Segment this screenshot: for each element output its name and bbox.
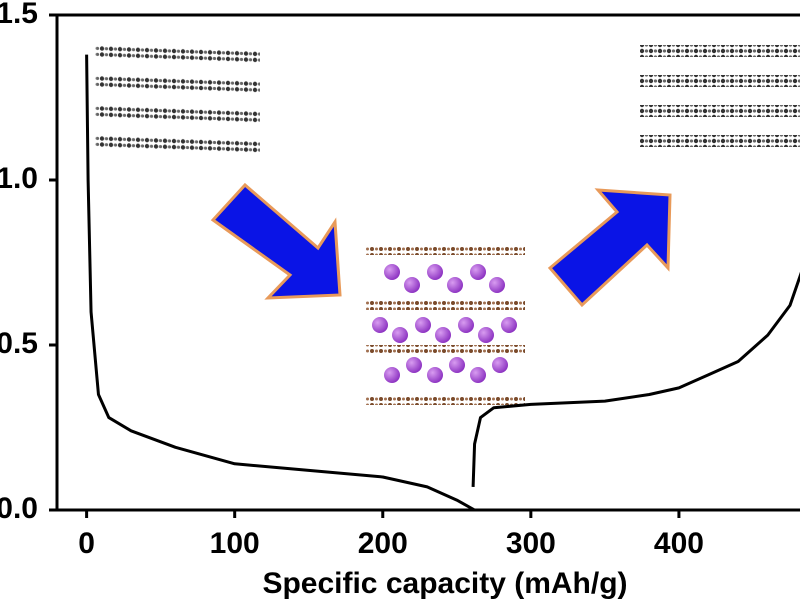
- arrow-in: [210, 182, 342, 300]
- y-tick-label: 1.5: [0, 0, 38, 30]
- line-series: [85, 54, 476, 512]
- x-tick-label: 400: [654, 527, 704, 560]
- x-axis-label: Specific capacity (mAh/g): [262, 567, 627, 600]
- graphite-left: [95, 45, 260, 154]
- axes: [55, 13, 800, 512]
- x-tick-label: 300: [506, 527, 556, 560]
- x-tick-label: 200: [358, 527, 408, 560]
- lithiated-graphite: [365, 245, 525, 405]
- x-tick-label: 0: [78, 527, 95, 560]
- line-series: [471, 271, 800, 487]
- y-tick-label: 1.0: [0, 162, 38, 195]
- illustration: [95, 45, 800, 405]
- y-tick-label: 0.5: [0, 327, 38, 360]
- x-tick-label: 100: [210, 527, 260, 560]
- y-tick-label: 0.0: [0, 492, 38, 525]
- arrow-out: [547, 188, 672, 308]
- graphite-right: [640, 45, 800, 147]
